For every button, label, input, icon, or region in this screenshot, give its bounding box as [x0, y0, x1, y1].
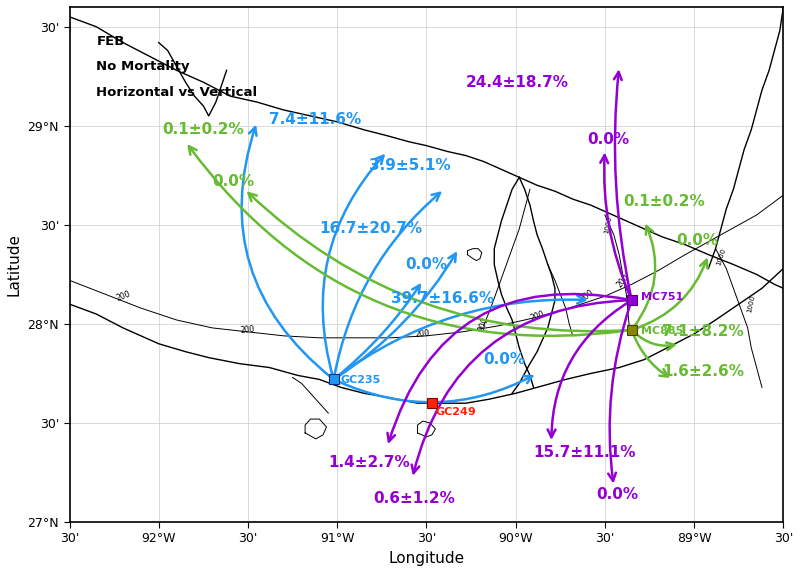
Text: 0.0%: 0.0%	[483, 352, 526, 367]
Text: 1000: 1000	[604, 215, 614, 234]
Text: 7.4±11.6%: 7.4±11.6%	[270, 112, 362, 127]
Text: 3.9±5.1%: 3.9±5.1%	[370, 158, 451, 173]
Text: 0.0%: 0.0%	[405, 257, 447, 272]
X-axis label: Longitude: Longitude	[388, 551, 465, 566]
Text: 200: 200	[240, 325, 256, 335]
Text: 0.0%: 0.0%	[212, 174, 254, 189]
Text: 15.7±11.1%: 15.7±11.1%	[534, 445, 636, 460]
Text: 200: 200	[114, 289, 131, 303]
Text: 0.1±0.2%: 0.1±0.2%	[622, 194, 705, 209]
Text: GC235: GC235	[341, 375, 381, 386]
Text: MC751: MC751	[641, 292, 683, 302]
Text: 0.6±1.2%: 0.6±1.2%	[373, 491, 454, 506]
Text: MC885: MC885	[641, 326, 683, 336]
Text: 1.6±2.6%: 1.6±2.6%	[662, 364, 744, 379]
Text: 24.4±18.7%: 24.4±18.7%	[466, 74, 569, 90]
Text: 200: 200	[529, 309, 546, 323]
Text: 200: 200	[614, 272, 631, 289]
Text: 39.7±16.6%: 39.7±16.6%	[390, 291, 494, 306]
Text: Horizontal vs Vertical: Horizontal vs Vertical	[96, 86, 258, 99]
Text: FEB: FEB	[96, 35, 125, 48]
Y-axis label: Latitude: Latitude	[7, 233, 22, 296]
Text: GC249: GC249	[435, 407, 476, 417]
Text: 200: 200	[477, 316, 490, 332]
Text: No Mortality: No Mortality	[96, 60, 190, 73]
Text: 0.0%: 0.0%	[676, 233, 718, 248]
Text: 200: 200	[415, 329, 430, 339]
Text: 1.4±2.7%: 1.4±2.7%	[328, 455, 410, 470]
Text: 0.1±0.2%: 0.1±0.2%	[162, 122, 244, 138]
Text: 1000: 1000	[746, 295, 756, 313]
Text: 16.7±20.7%: 16.7±20.7%	[319, 221, 422, 236]
Text: 1000: 1000	[715, 247, 726, 266]
Text: 7.1±8.2%: 7.1±8.2%	[662, 324, 744, 339]
Text: 200: 200	[578, 288, 595, 304]
Text: 0.0%: 0.0%	[587, 132, 629, 147]
Text: 0.0%: 0.0%	[596, 487, 638, 502]
